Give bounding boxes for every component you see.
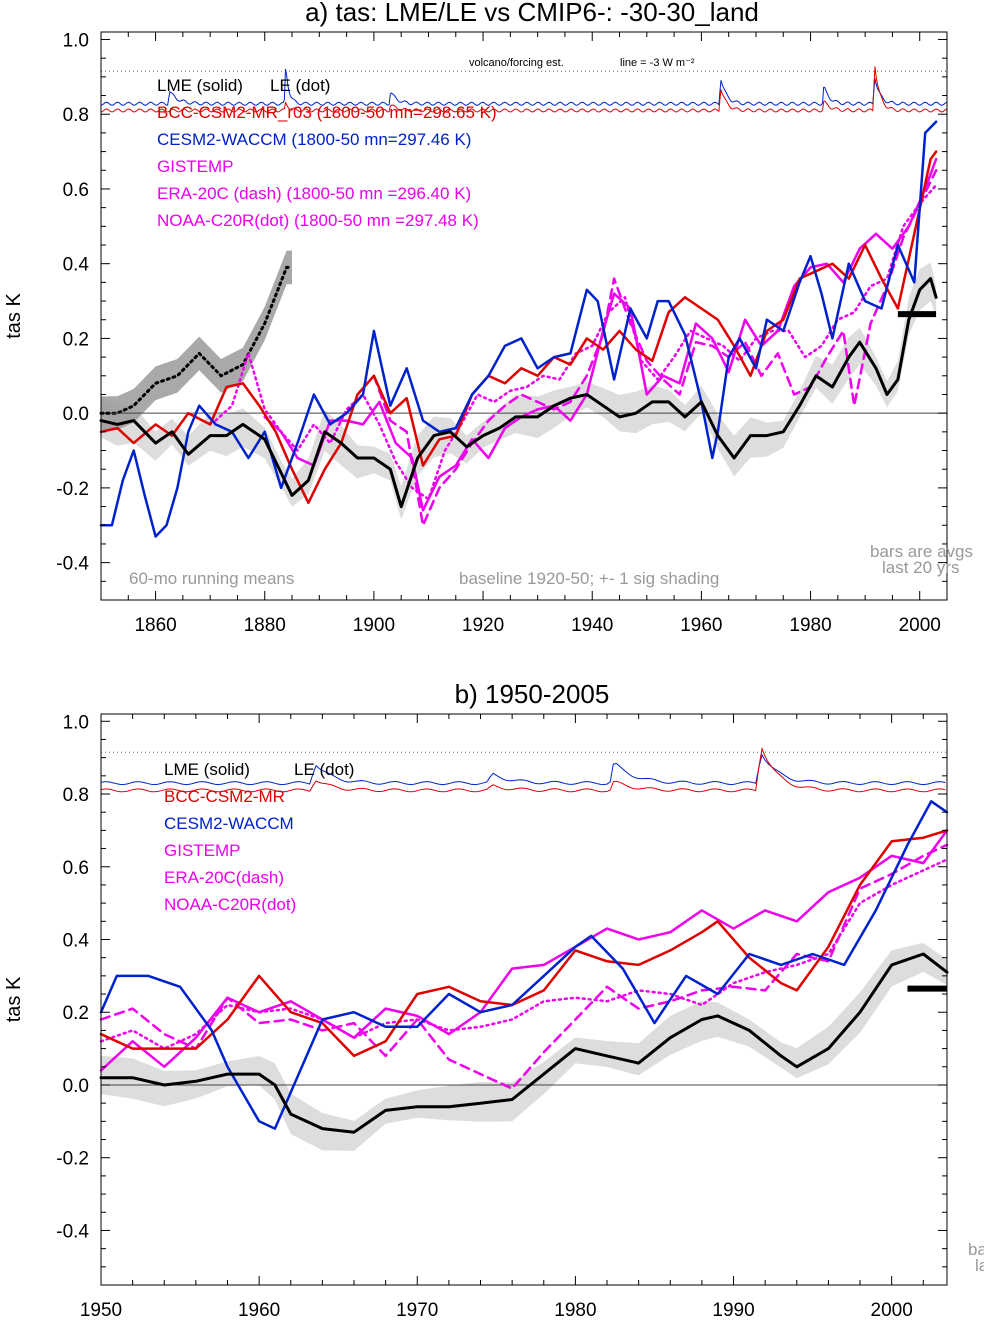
chart-title: a) tas: LME/LE vs CMIP6-: -30-30_land: [305, 0, 759, 27]
legend-entry: NOAA-C20R(dot): [164, 895, 296, 914]
y-tick-label: -0.2: [56, 1149, 89, 1170]
x-tick-label: 2000: [899, 615, 941, 636]
series-line-5: [214, 183, 938, 501]
x-tick-label: 1940: [571, 615, 613, 636]
x-tick-label: 1980: [554, 1300, 596, 1321]
y-tick-label: -0.4: [56, 1221, 89, 1242]
spread-shading: [101, 942, 947, 1151]
note-last-years: la: [975, 1256, 984, 1275]
legend-entry: GISTEMP: [164, 841, 241, 860]
series-line-2: [99, 120, 938, 538]
note-bars: bars are avgs: [870, 542, 973, 561]
legend-entry: CESM2-WACCM (1800-50 mn=297.46 K): [157, 130, 471, 149]
series-line-2: [99, 800, 949, 1130]
note-bars: ba: [968, 1240, 984, 1259]
forcing-trace-bcc: [100, 746, 946, 793]
legend-entry: BCC-CSM2-MR: [164, 787, 285, 806]
x-tick-label: 1960: [238, 1300, 280, 1321]
le-shading: [101, 250, 292, 430]
y-tick-label: 0.2: [63, 1003, 89, 1024]
legend-entry: NOAA-C20R(dot) (1800-50 mn =297.48 K): [157, 211, 479, 230]
y-tick-label: 1.0: [63, 30, 89, 51]
y-tick-label: 0.4: [63, 930, 90, 951]
y-axis-label: tas K: [3, 293, 25, 339]
x-tick-label: 1860: [134, 615, 176, 636]
y-tick-label: -0.4: [56, 554, 89, 575]
series-line-0: [99, 952, 949, 1134]
y-tick-label: 0.4: [63, 255, 90, 276]
legend-entry: BCC-CSM2-MR_r03 (1800-50 mn=298.65 K): [157, 103, 497, 122]
y-tick-label: -0.2: [56, 479, 89, 500]
legend-header-lme: LME (solid): [164, 760, 250, 779]
x-tick-label: 1970: [396, 1300, 438, 1321]
legend-header-le: LE (dot): [270, 76, 330, 95]
series-line-3: [99, 829, 949, 1072]
legend-header-le: LE (dot): [294, 760, 354, 779]
plot-frame: [100, 31, 948, 601]
le-series-line: [99, 265, 294, 415]
x-tick-label: 1880: [244, 615, 286, 636]
y-tick-label: 0.6: [63, 180, 89, 201]
chart-title: b) 1950-2005: [455, 679, 610, 709]
x-tick-label: 1950: [80, 1300, 122, 1321]
line-note: line = -3 W m⁻²: [620, 57, 695, 69]
series-line-0: [99, 277, 938, 509]
forcing-trace-cesm: [100, 753, 946, 786]
y-tick-label: 0.8: [63, 785, 89, 806]
legend-entry: GISTEMP: [157, 157, 234, 176]
panel-a: 1860 1880 1900 1920 1940 1960 1980 2000 -0.4 -0.2…: [3, 0, 973, 636]
x-tick-label: 2000: [871, 1300, 913, 1321]
series-line-1: [99, 150, 938, 505]
forcing-trace-cesm: [100, 68, 948, 106]
note-running-means: 60-mo running means: [129, 569, 294, 588]
forcing-trace-bcc: [100, 66, 948, 113]
legend-entry: CESM2-WACCM: [164, 814, 294, 833]
series-line-5: [99, 858, 949, 1050]
x-tick-label: 1960: [680, 615, 722, 636]
x-tick-label: 1980: [789, 615, 831, 636]
y-tick-label: 1.0: [63, 712, 89, 733]
y-tick-label: 0.6: [63, 858, 89, 879]
y-tick-label: 0.0: [63, 1076, 89, 1097]
panel-b: 1950 1960 1970 1980 1990 2000 -0.4 -0.2 0.0 0.2 0.…: [3, 679, 984, 1321]
note-last-years: last 20 yrs: [882, 558, 959, 577]
legend-entry: ERA-20C (dash) (1800-50 mn =296.40 K): [157, 184, 471, 203]
legend-header-lme: LME (solid): [157, 76, 243, 95]
y-axis-label: tas K: [3, 976, 25, 1022]
y-tick-label: 0.0: [63, 404, 89, 425]
forcing-note: volcano/forcing est.: [469, 57, 564, 69]
y-tick-label: 0.2: [63, 329, 89, 350]
series-line-4: [372, 169, 938, 527]
spread-shading: [101, 262, 937, 520]
plot-frame: [100, 713, 948, 1286]
x-tick-label: 1990: [712, 1300, 754, 1321]
series-line-4: [99, 843, 949, 1090]
y-tick-label: 0.8: [63, 105, 89, 126]
note-baseline: baseline 1920-50; +- 1 sig shading: [459, 569, 719, 588]
x-tick-label: 1900: [353, 615, 395, 636]
x-tick-label: 1920: [462, 615, 504, 636]
legend-entry: ERA-20C(dash): [164, 868, 284, 887]
series-line-1: [99, 829, 949, 1058]
